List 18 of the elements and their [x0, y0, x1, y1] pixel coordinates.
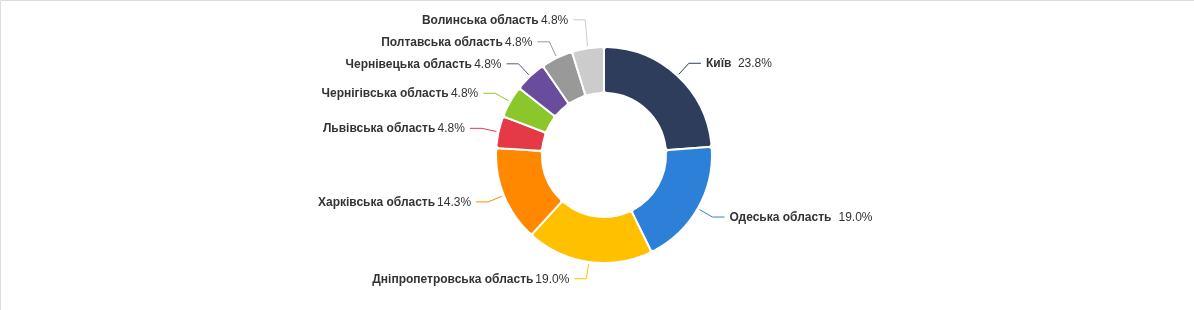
data-label: 4.8%: [540, 12, 569, 27]
data-label: 4.8%: [474, 56, 502, 71]
data-label: 19.0%: [838, 210, 873, 225]
slice-label: Київ: [705, 56, 732, 71]
data-label: 19.0%: [535, 271, 570, 286]
slice-label: Чернівецька область: [345, 56, 472, 71]
data-label: 4.8%: [437, 121, 466, 136]
data-label: 4.8%: [450, 86, 479, 101]
data-label: 23.8%: [737, 56, 773, 71]
slice-label: Харківська область: [317, 194, 436, 209]
slice-label: Чернігівська область: [321, 86, 449, 101]
slice-label: Дніпропетровська область: [372, 271, 534, 286]
data-label: 4.8%: [505, 34, 533, 49]
data-label: 14.3%: [437, 194, 472, 209]
slice-label: Львівська область: [322, 121, 436, 136]
slice-label: Одеська область: [729, 210, 832, 225]
slice-label: Волинська область: [421, 12, 539, 27]
slice-label: Полтавська область: [381, 34, 503, 49]
